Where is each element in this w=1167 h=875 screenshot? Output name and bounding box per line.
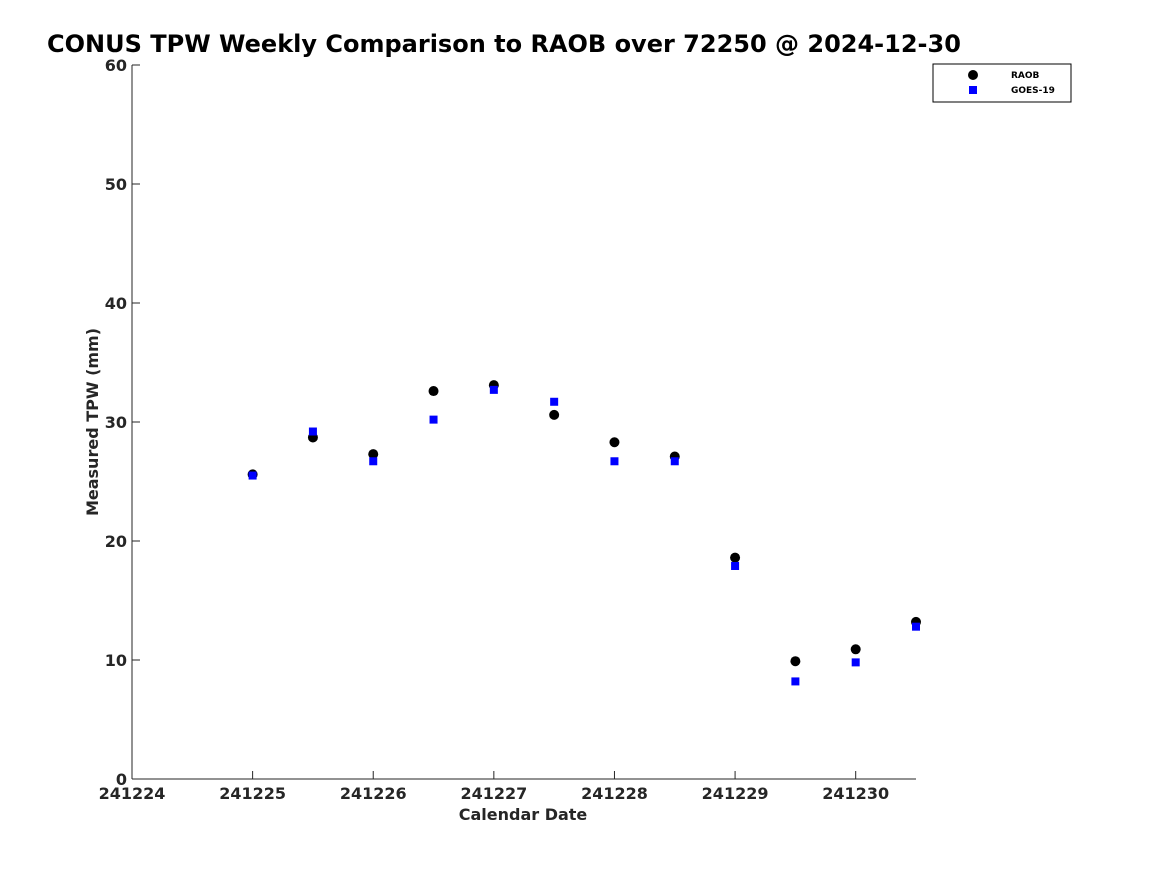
legend-marker-raob (968, 70, 978, 80)
axes (131, 65, 916, 780)
legend-marker-goes-19 (969, 86, 977, 94)
y-tick-label: 60 (105, 56, 127, 75)
legend-label-raob: RAOB (1011, 71, 1040, 81)
goes-19-point (489, 385, 498, 394)
x-axis-ticks: 241224 241225 241226 241227 241228 241229 2412… (99, 771, 889, 803)
raob-point (850, 644, 861, 655)
legend-box (932, 63, 1072, 103)
y-axis-ticks: 0 10 20 30 40 50 60 (105, 56, 140, 789)
goes-19-point (610, 457, 619, 466)
x-tick-label: 241224 (99, 784, 166, 803)
raob-point (609, 437, 620, 448)
goes-19-point (670, 457, 679, 466)
goes-19-point (791, 677, 800, 686)
goes-19-point (369, 457, 378, 466)
y-tick-label: 10 (105, 651, 127, 670)
chart-title: CONUS TPW Weekly Comparison to RAOB over… (47, 30, 961, 58)
legend: RAOB GOES-19 (932, 63, 1072, 103)
x-tick-label: 241230 (822, 784, 889, 803)
goes-19-point (550, 397, 559, 406)
raob-point (730, 552, 741, 563)
x-tick-label: 241228 (581, 784, 648, 803)
raob-point (549, 409, 560, 420)
y-tick-label: 0 (116, 770, 127, 789)
x-tick-label: 241225 (219, 784, 286, 803)
y-tick-label: 30 (105, 413, 127, 432)
goes-19-point (731, 561, 740, 570)
goes-19-point (429, 415, 438, 424)
raob-point (368, 449, 379, 460)
y-tick-label: 20 (105, 532, 127, 551)
goes-19-point (912, 622, 920, 631)
goes-19-point (851, 658, 860, 667)
x-tick-label: 241227 (460, 784, 527, 803)
y-tick-label: 50 (105, 175, 127, 194)
raob-point (790, 656, 801, 667)
data-points (247, 380, 921, 686)
goes-19-point (308, 427, 317, 436)
y-axis-label: Measured TPW (mm) (83, 328, 102, 516)
y-tick-label: 40 (105, 294, 127, 313)
raob-point (428, 386, 439, 397)
goes-19-point (248, 471, 257, 480)
x-axis-label: Calendar Date (459, 805, 588, 824)
x-tick-label: 241229 (702, 784, 769, 803)
x-tick-label: 241226 (340, 784, 407, 803)
legend-label-goes-19: GOES-19 (1011, 86, 1055, 96)
